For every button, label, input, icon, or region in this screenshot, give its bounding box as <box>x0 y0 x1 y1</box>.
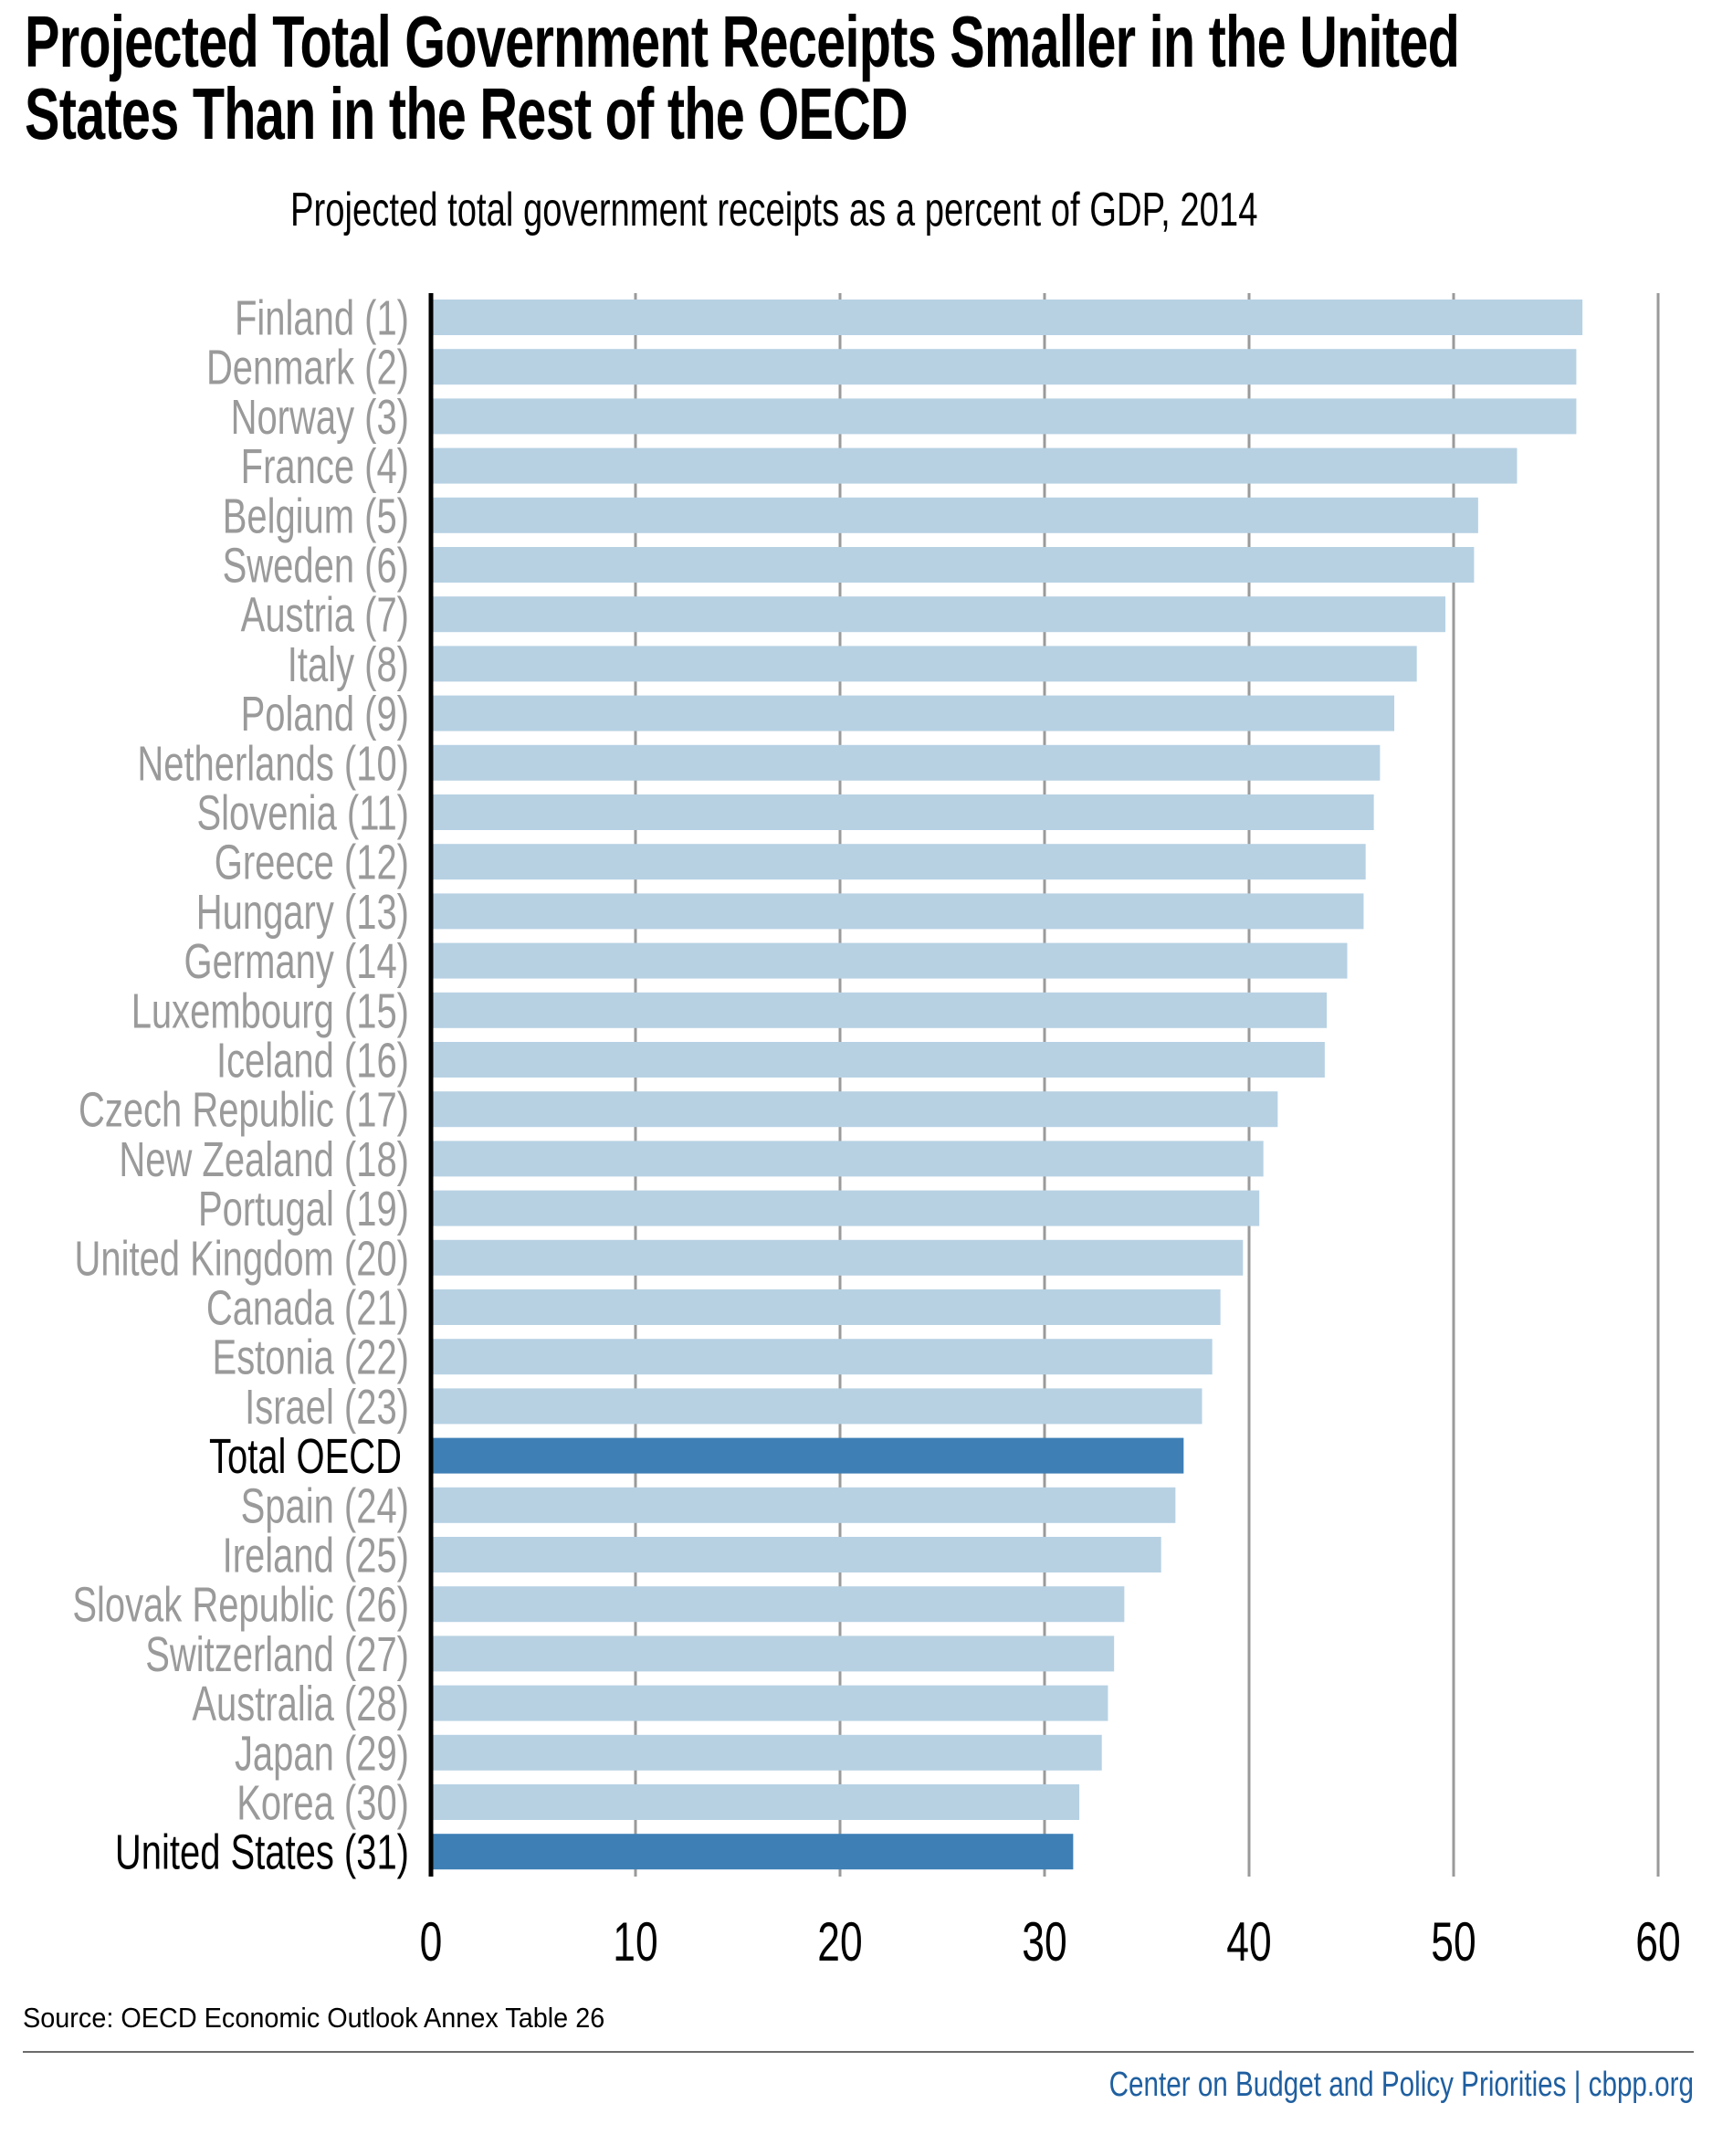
bar <box>433 1388 1203 1425</box>
bar <box>433 1091 1278 1128</box>
bar-chart: Finland (1)Denmark (2)Norway (3)France (… <box>72 291 1681 1973</box>
category-label: Sweden (6) <box>223 539 409 594</box>
credit-line: Center on Budget and Policy Priorities |… <box>1108 2066 1694 2104</box>
x-tick-label: 40 <box>1226 1912 1271 1973</box>
category-label: Israel (23) <box>245 1380 409 1435</box>
bar <box>433 1586 1125 1623</box>
chart-title-line1: Projected Total Government Receipts Smal… <box>25 1 1460 82</box>
category-label: Denmark (2) <box>206 341 409 395</box>
bar <box>433 893 1364 930</box>
bar <box>433 1734 1102 1771</box>
bar <box>433 1437 1184 1474</box>
category-label: Finland (1) <box>235 291 409 346</box>
category-label: Estonia (22) <box>213 1330 409 1385</box>
bar <box>433 942 1348 979</box>
chart-subtitle: Projected total government receipts as a… <box>290 184 1258 237</box>
bar <box>433 398 1577 435</box>
bar <box>433 695 1395 731</box>
bar <box>433 1537 1161 1572</box>
chart-title-line2: States Than in the Rest of the OECD <box>25 73 909 154</box>
bar <box>433 1635 1115 1672</box>
category-label: Ireland (25) <box>223 1529 409 1583</box>
bar <box>433 447 1518 484</box>
bars <box>433 300 1583 1870</box>
x-tick-label: 0 <box>420 1912 443 1973</box>
bar <box>433 1784 1080 1820</box>
bar <box>433 1834 1074 1870</box>
category-label: Canada (21) <box>206 1281 409 1336</box>
x-tick-label: 20 <box>817 1912 862 1973</box>
category-label: Australia (28) <box>192 1677 409 1731</box>
bar <box>433 300 1583 335</box>
source-note: Source: OECD Economic Outlook Annex Tabl… <box>23 2002 605 2034</box>
bar <box>433 497 1478 533</box>
category-label: Slovak Republic (26) <box>72 1578 409 1633</box>
category-label: Norway (3) <box>231 390 409 445</box>
category-label: Portugal (19) <box>198 1182 409 1236</box>
category-labels: Finland (1)Denmark (2)Norway (3)France (… <box>72 291 409 1880</box>
footer-divider <box>23 2051 1694 2053</box>
bar <box>433 794 1374 830</box>
category-label: Hungary (13) <box>196 885 409 940</box>
category-label: Czech Republic (17) <box>79 1083 409 1138</box>
category-label: Italy (8) <box>288 637 409 692</box>
category-label: United States (31) <box>115 1825 409 1880</box>
x-tick-label: 30 <box>1022 1912 1066 1973</box>
category-label: Switzerland (27) <box>145 1627 409 1682</box>
bar <box>433 1042 1325 1078</box>
category-label: Netherlands (10) <box>137 737 409 792</box>
category-label: Poland (9) <box>241 687 409 741</box>
bar <box>433 596 1446 633</box>
category-label: Belgium (5) <box>223 489 409 544</box>
category-label: Austria (7) <box>241 588 409 643</box>
category-label: Korea (30) <box>236 1776 409 1831</box>
bar <box>433 1141 1264 1177</box>
category-label: Japan (29) <box>235 1727 409 1782</box>
bar <box>433 1339 1213 1375</box>
bar <box>433 1289 1221 1325</box>
category-label: Iceland (16) <box>216 1034 409 1089</box>
category-label: Total OECD <box>209 1429 402 1484</box>
category-label: France (4) <box>241 439 409 494</box>
category-label: United Kingdom (20) <box>75 1232 409 1287</box>
x-tick-label: 60 <box>1635 1912 1680 1973</box>
category-label: Spain (24) <box>241 1479 409 1534</box>
x-tick-label: 50 <box>1431 1912 1476 1973</box>
bar <box>433 992 1328 1028</box>
bar <box>433 1239 1244 1276</box>
bar <box>433 1190 1260 1226</box>
bar <box>433 547 1475 583</box>
category-label: Greece (12) <box>215 836 409 890</box>
category-label: Slovenia (11) <box>197 786 409 841</box>
bar <box>433 1685 1108 1721</box>
bar <box>433 844 1366 880</box>
category-label: New Zealand (18) <box>119 1132 409 1187</box>
bar <box>433 744 1381 781</box>
category-label: Germany (14) <box>184 934 409 989</box>
chart-title: Projected Total Government Receipts Smal… <box>25 1 1602 154</box>
x-axis-tick-labels: 0 10 20 30 40 50 60 <box>420 1912 1681 1973</box>
bar <box>433 646 1417 682</box>
category-label: Luxembourg (15) <box>131 984 409 1039</box>
x-tick-label: 10 <box>613 1912 657 1973</box>
bar <box>433 349 1577 385</box>
bar <box>433 1487 1176 1523</box>
